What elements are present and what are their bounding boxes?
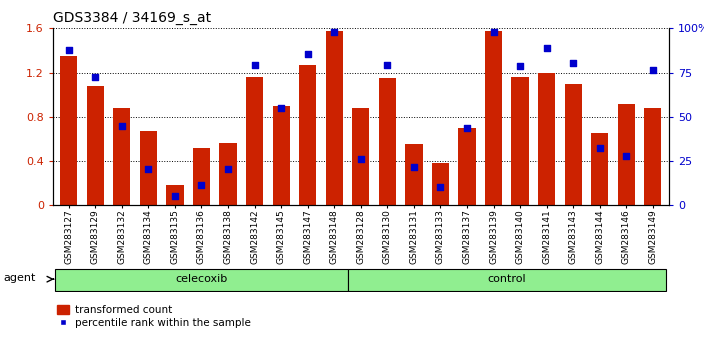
Bar — [617, 104, 635, 205]
Point — [408, 164, 420, 170]
Point — [249, 62, 260, 68]
Point — [275, 105, 287, 111]
Point — [143, 166, 154, 172]
Point — [222, 166, 234, 172]
Bar — [56, 268, 348, 291]
Bar — [485, 30, 502, 205]
Point — [382, 62, 393, 68]
Bar — [644, 108, 662, 205]
Bar — [565, 84, 582, 205]
Bar — [326, 30, 343, 205]
Point — [435, 184, 446, 189]
Point — [515, 63, 526, 69]
Point — [567, 60, 579, 65]
Bar — [591, 133, 608, 205]
Point — [169, 194, 180, 199]
Bar — [299, 65, 316, 205]
Bar — [406, 144, 422, 205]
Point — [594, 145, 605, 151]
Bar — [87, 86, 104, 205]
Text: GDS3384 / 34169_s_at: GDS3384 / 34169_s_at — [53, 11, 211, 25]
Bar — [348, 268, 666, 291]
Legend: transformed count, percentile rank within the sample: transformed count, percentile rank withi… — [53, 301, 255, 332]
Point — [461, 125, 472, 131]
Bar — [379, 78, 396, 205]
Point — [63, 48, 75, 53]
Bar — [166, 185, 184, 205]
Text: agent: agent — [4, 273, 36, 284]
Bar — [220, 143, 237, 205]
Point — [488, 29, 499, 34]
Point — [116, 123, 127, 129]
Bar — [432, 163, 449, 205]
Bar — [193, 148, 210, 205]
Point — [196, 183, 207, 188]
Point — [89, 74, 101, 80]
Point — [302, 51, 313, 57]
Point — [355, 156, 366, 162]
Text: control: control — [488, 274, 526, 284]
Text: celecoxib: celecoxib — [175, 274, 227, 284]
Bar — [113, 108, 130, 205]
Bar — [512, 77, 529, 205]
Bar — [246, 77, 263, 205]
Bar — [140, 131, 157, 205]
Bar — [272, 106, 290, 205]
Point — [329, 29, 340, 34]
Point — [647, 68, 658, 73]
Point — [541, 45, 553, 51]
Bar — [60, 56, 77, 205]
Bar — [458, 128, 476, 205]
Bar — [538, 73, 555, 205]
Point — [621, 153, 632, 158]
Bar — [352, 108, 370, 205]
